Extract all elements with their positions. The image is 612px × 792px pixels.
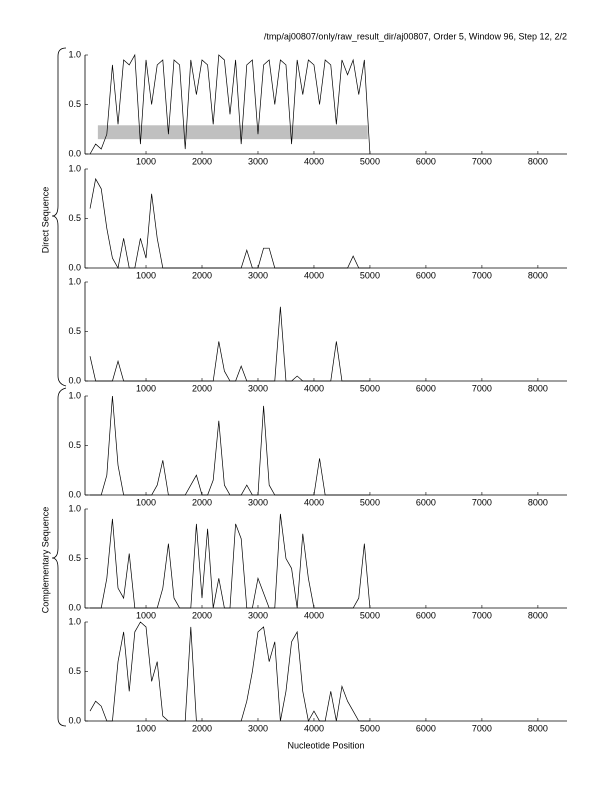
x-tick-label: 3000 — [248, 610, 268, 620]
x-tick-label: 3000 — [248, 723, 268, 733]
y-tick-label: 0.0 — [68, 375, 81, 385]
y-tick-label: 1.0 — [68, 390, 81, 400]
x-tick-label: 8000 — [528, 723, 548, 733]
y-tick-label: 0.0 — [68, 262, 81, 272]
x-tick-label: 5000 — [360, 610, 380, 620]
y-tick-label: 0.5 — [68, 213, 81, 223]
y-tick-label: 1.0 — [68, 163, 81, 173]
x-tick-label: 4000 — [304, 156, 324, 166]
y-tick-label: 1.0 — [68, 276, 81, 286]
y-tick-label: 0.5 — [68, 99, 81, 109]
group-brace — [51, 387, 67, 727]
y-tick-label: 0.0 — [68, 602, 81, 612]
x-tick-label: 5000 — [360, 497, 380, 507]
x-tick-label: 6000 — [416, 156, 436, 166]
y-tick-label: 0.0 — [68, 715, 81, 725]
x-tick-label: 6000 — [416, 610, 436, 620]
x-tick-label: 8000 — [528, 497, 548, 507]
x-tick-label: 2000 — [192, 497, 212, 507]
group-label: Complementary Sequence — [40, 507, 50, 614]
x-tick-label: 7000 — [472, 497, 492, 507]
x-tick-label: 5000 — [360, 723, 380, 733]
x-tick-label: 7000 — [472, 156, 492, 166]
x-tick-label: 1000 — [136, 270, 156, 280]
y-tick-label: 0.0 — [68, 148, 81, 158]
y-tick-label: 0.5 — [68, 440, 81, 450]
probability-line — [89, 177, 370, 270]
probability-line — [89, 53, 371, 155]
x-tick-label: 5000 — [360, 383, 380, 393]
group-label: Direct Sequence — [40, 187, 50, 254]
highlight-band — [97, 125, 368, 140]
probability-line — [90, 395, 370, 496]
chart-title: /tmp/aj00807/only/raw_result_dir/aj00807… — [264, 31, 567, 41]
x-tick-label: 8000 — [528, 610, 548, 620]
x-tick-label: 2000 — [192, 270, 212, 280]
probability-line — [89, 621, 370, 723]
y-tick-label: 1.0 — [68, 503, 81, 513]
x-tick-label: 3000 — [248, 383, 268, 393]
x-tick-label: 4000 — [304, 497, 324, 507]
x-tick-label: 5000 — [360, 156, 380, 166]
x-tick-label: 3000 — [248, 156, 268, 166]
x-tick-label: 3000 — [248, 270, 268, 280]
probability-line — [90, 513, 371, 609]
x-tick-label: 4000 — [304, 383, 324, 393]
x-tick-label: 4000 — [304, 610, 324, 620]
x-tick-label: 7000 — [472, 610, 492, 620]
x-tick-label: 8000 — [528, 383, 548, 393]
y-tick-label: 0.5 — [68, 553, 81, 563]
x-tick-label: 5000 — [360, 270, 380, 280]
y-tick-label: 1.0 — [68, 616, 81, 626]
x-axis-label: Nucleotide Position — [287, 740, 364, 750]
y-tick-label: 0.0 — [68, 489, 81, 499]
x-tick-label: 1000 — [136, 610, 156, 620]
x-tick-label: 2000 — [192, 383, 212, 393]
x-tick-label: 7000 — [472, 383, 492, 393]
x-tick-label: 1000 — [136, 156, 156, 166]
x-tick-label: 2000 — [192, 156, 212, 166]
x-tick-label: 1000 — [136, 497, 156, 507]
x-tick-label: 7000 — [472, 270, 492, 280]
y-tick-label: 0.5 — [68, 666, 81, 676]
x-tick-label: 1000 — [136, 383, 156, 393]
x-tick-label: 4000 — [304, 723, 324, 733]
x-tick-label: 3000 — [248, 497, 268, 507]
x-tick-label: 2000 — [192, 610, 212, 620]
probability-line — [89, 306, 370, 382]
x-tick-label: 8000 — [528, 270, 548, 280]
x-tick-label: 4000 — [304, 270, 324, 280]
x-tick-label: 6000 — [416, 497, 436, 507]
x-tick-label: 7000 — [472, 723, 492, 733]
x-tick-label: 6000 — [416, 270, 436, 280]
x-tick-label: 6000 — [416, 383, 436, 393]
y-tick-label: 1.0 — [68, 49, 81, 59]
x-tick-label: 6000 — [416, 723, 436, 733]
group-brace — [51, 47, 67, 387]
x-tick-label: 1000 — [136, 723, 156, 733]
x-tick-label: 2000 — [192, 723, 212, 733]
y-tick-label: 0.5 — [68, 326, 81, 336]
x-tick-label: 8000 — [528, 156, 548, 166]
